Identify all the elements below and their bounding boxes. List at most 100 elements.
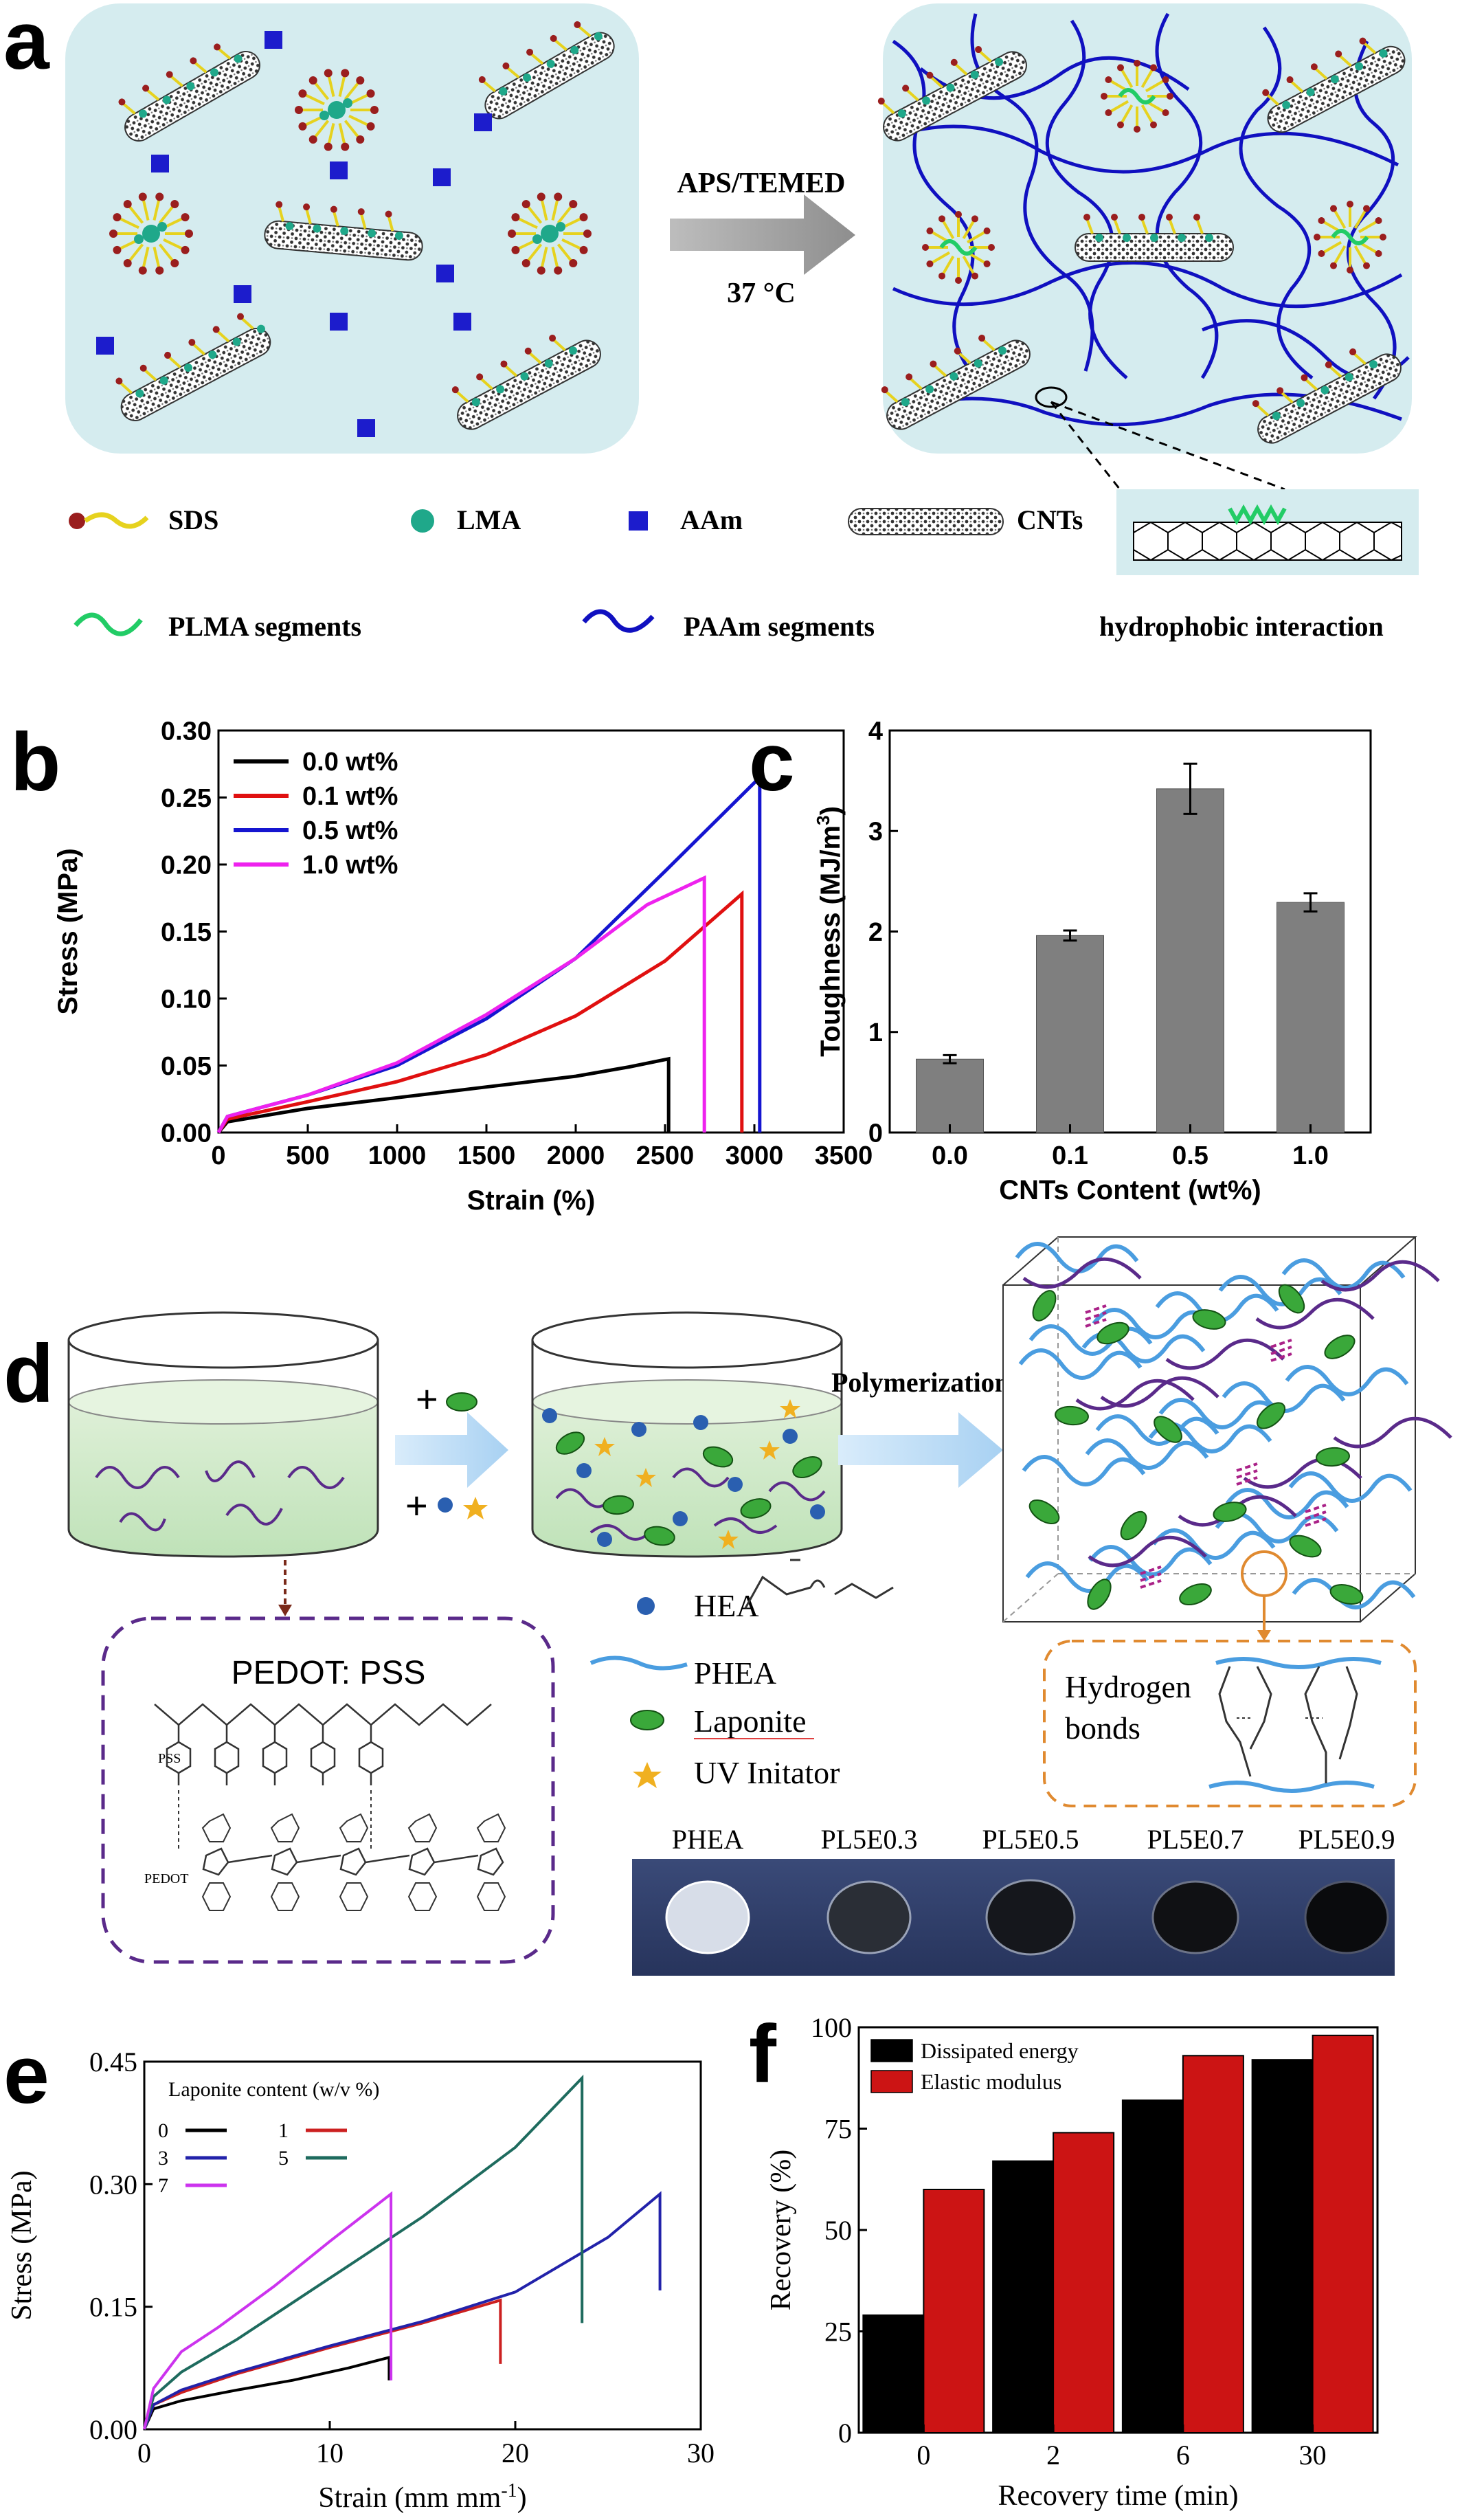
cube-laponite-3 bbox=[1278, 1284, 1305, 1314]
e-legend-label-2: 3 bbox=[158, 2147, 168, 2170]
hbond-pointer-head bbox=[1257, 1630, 1271, 1641]
beaker2-hea-2 bbox=[631, 1422, 646, 1437]
uv-initiator-icon bbox=[633, 1762, 662, 1788]
f-legend-label-0: Dissipated energy bbox=[921, 2038, 1079, 2063]
zoom-circle bbox=[1035, 386, 1068, 408]
beaker2-uv-0 bbox=[594, 1437, 615, 1456]
e-x-axis-label-main: Strain (mm mm bbox=[318, 2482, 501, 2514]
e-xtick-label-0: 0 bbox=[137, 2438, 151, 2468]
b-ytick-label-6: 0.30 bbox=[161, 717, 212, 746]
pss-ring-1 bbox=[214, 1741, 240, 1774]
aam-square-10 bbox=[357, 419, 375, 437]
f-bar-3-1 bbox=[1312, 2034, 1374, 2434]
hbond-label-2: bonds bbox=[1065, 1710, 1140, 1746]
beaker2-hea-0 bbox=[542, 1408, 557, 1423]
pedot-pss-box bbox=[101, 1616, 555, 1964]
chart-c: 0 1 2 3 4 0.0 0.1 0.5 1.0 CNTs Content (wt%) Tough… bbox=[813, 717, 1372, 1205]
beaker2-laponite-4 bbox=[644, 1526, 675, 1546]
beaker2-hea-3 bbox=[673, 1511, 688, 1526]
b-legend-label-1: 0.1 wt% bbox=[302, 782, 398, 811]
pedot-ring-2 bbox=[339, 1847, 367, 1876]
chart-b: 0 500 1000 1500 2000 2500 3000 3500 0.00 0.05 0.10… bbox=[53, 717, 873, 1216]
f-bar-0-0 bbox=[862, 2314, 925, 2433]
f-x-axis-label: Recovery time (min) bbox=[998, 2480, 1239, 2512]
c-bar-3 bbox=[1277, 902, 1345, 1133]
aam-square-6 bbox=[436, 265, 454, 282]
sample-pl5e05 bbox=[985, 1879, 1076, 1956]
f-xtick-label-2: 6 bbox=[1176, 2440, 1190, 2471]
beaker2-laponite-1 bbox=[603, 1495, 634, 1515]
pedot-chain-1 bbox=[1100, 1376, 1219, 1408]
panel-label-b: b bbox=[10, 716, 60, 808]
cube-hbond-4 bbox=[1305, 1504, 1327, 1527]
panel-label-d: d bbox=[3, 1328, 54, 1420]
e-series-line-3 bbox=[143, 2074, 584, 2430]
legend-laponite: Laponite bbox=[694, 1704, 807, 1739]
e-xtick-label-3: 30 bbox=[687, 2438, 715, 2468]
phea-chain-5 bbox=[1018, 1348, 1143, 1380]
pss-ring-3 bbox=[310, 1741, 336, 1774]
pedot-ring-1 bbox=[271, 1847, 298, 1876]
cube-laponite-5 bbox=[1055, 1405, 1089, 1426]
hea-icon bbox=[637, 1597, 655, 1615]
cube-laponite-7 bbox=[1256, 1402, 1286, 1429]
pedot-chain-0 bbox=[1022, 1257, 1142, 1289]
pss-label: PSS bbox=[158, 1751, 181, 1766]
pedot-pss-title: PEDOT: PSS bbox=[232, 1655, 426, 1691]
phea-chain-8 bbox=[1218, 1275, 1342, 1306]
e-plot-frame bbox=[143, 2060, 702, 2431]
cnt-a2 bbox=[478, 21, 615, 120]
b-xtick-label-0: 0 bbox=[211, 1141, 225, 1170]
micelle-a3 bbox=[508, 192, 592, 275]
cube-laponite-14 bbox=[1179, 1583, 1212, 1606]
paam-chain-5 bbox=[1346, 40, 1397, 400]
hydrogel-network-cube bbox=[1002, 1236, 1452, 1623]
legend-phea: PHEA bbox=[694, 1655, 776, 1691]
c-bar-1 bbox=[1036, 935, 1104, 1133]
beaker2-chains bbox=[555, 1467, 826, 1541]
phea-chain-11 bbox=[1088, 1545, 1213, 1576]
b-series-line-0 bbox=[217, 1056, 671, 1134]
cube-hbond-3 bbox=[1140, 1565, 1162, 1589]
cnt-b3 bbox=[1075, 214, 1234, 262]
e-x-axis-label-sup: -1 bbox=[501, 2480, 517, 2501]
panel-label-f: f bbox=[749, 2008, 777, 2100]
panel-label-c: c bbox=[749, 716, 795, 808]
e-series-line-0 bbox=[143, 2355, 391, 2430]
b-series-line-1 bbox=[216, 890, 744, 1134]
pedot-ring-0 bbox=[202, 1847, 229, 1876]
plus-top: + bbox=[416, 1377, 438, 1420]
pss-ring-4 bbox=[358, 1741, 384, 1774]
paam-chain-6 bbox=[889, 124, 1399, 174]
b-xtick-label-6: 3000 bbox=[726, 1141, 784, 1170]
f-bar-1-0 bbox=[992, 2160, 1055, 2433]
f-xtick-label-1: 2 bbox=[1046, 2440, 1060, 2471]
f-xtick-label-3: 30 bbox=[1299, 2440, 1327, 2471]
legend-hea: HEA bbox=[694, 1588, 759, 1623]
c-xtick-label-1: 0.1 bbox=[1052, 1141, 1088, 1170]
c-ytick-label-3: 3 bbox=[868, 818, 883, 847]
f-xtick-label-0: 0 bbox=[916, 2440, 930, 2471]
e-ytick-label-2: 0.30 bbox=[89, 2169, 137, 2200]
beaker2-uv-1 bbox=[636, 1468, 656, 1487]
cube-laponite-2 bbox=[1192, 1309, 1226, 1330]
f-y-axis-label: Recovery (%) bbox=[765, 2150, 797, 2310]
f-bar-2-1 bbox=[1182, 2055, 1244, 2434]
c-ytick-label-2: 2 bbox=[868, 918, 883, 947]
e-legend-label-0: 0 bbox=[158, 2119, 168, 2142]
sample-pl5e07 bbox=[1151, 1880, 1239, 1954]
phea-chain-20 bbox=[1028, 1324, 1153, 1356]
uv-mini-icon bbox=[463, 1497, 488, 1519]
micelle-b2 bbox=[922, 211, 995, 284]
beaker-mixture bbox=[531, 1311, 843, 1558]
b-xtick-label-1: 500 bbox=[286, 1141, 329, 1170]
photo-label-0: PHEA bbox=[672, 1824, 744, 1855]
phea-chain-18 bbox=[1225, 1488, 1349, 1519]
f-ytick-label-0: 0 bbox=[838, 2418, 852, 2449]
polymerization-label: Polymerization bbox=[831, 1367, 1010, 1398]
e-y-axis-label: Stress (MPa) bbox=[6, 2170, 38, 2320]
hbond-structure-icon bbox=[1208, 1657, 1382, 1793]
cnt-a1 bbox=[118, 43, 260, 142]
f-bar-3-0 bbox=[1251, 2059, 1314, 2433]
